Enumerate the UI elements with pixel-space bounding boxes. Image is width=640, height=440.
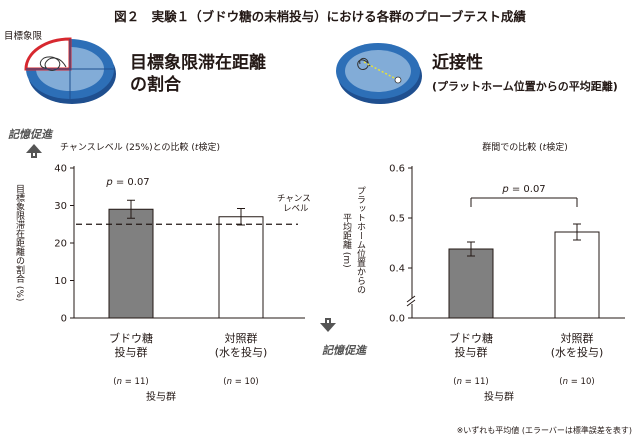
platform-marker xyxy=(394,76,402,84)
y-tick-label: 0.4 xyxy=(389,264,405,275)
right-y-axis-label: プラットホーム位置からの 平均距離 (m) xyxy=(340,165,367,315)
right-memory-label: 記憶促進 xyxy=(322,344,366,357)
right-panel-subtitle: (プラットホーム位置からの平均距離) xyxy=(432,80,618,93)
left-y-axis-label: 目標象限滞在距離の割合 (%) xyxy=(14,184,24,302)
y-tick-label: 0.5 xyxy=(389,214,405,225)
x-category-label: (水を投与) xyxy=(551,345,604,359)
p-value-label: p = 0.07 xyxy=(501,184,545,195)
sample-size-label: (n = 11) xyxy=(453,377,488,387)
pool-inner xyxy=(345,50,411,92)
left-chart: チャンスレベル (25%)との比較 (t検定)010203040ブドウ糖投与群(… xyxy=(54,141,311,403)
y-tick-label: 30 xyxy=(54,201,67,212)
chart-subtitle: チャンスレベル (25%)との比較 (t検定) xyxy=(60,141,220,153)
x-axis-title: 投与群 xyxy=(484,390,514,403)
y-tick-label: 10 xyxy=(54,276,67,287)
right-y-axis-label-line2: 平均距離 (m) xyxy=(341,212,351,268)
x-category-label: 投与群 xyxy=(455,345,488,359)
right-y-axis-label-line1: プラットホーム位置からの xyxy=(355,186,365,294)
distance-line xyxy=(363,61,399,81)
y-tick-label: 0.0 xyxy=(389,314,405,325)
axis-break-gap xyxy=(407,298,417,304)
sample-size-label: (n = 11) xyxy=(113,377,148,387)
left-memory-up-arrow-icon xyxy=(26,144,42,158)
target-quadrant-label: 目標象限 xyxy=(4,31,43,42)
right-panel-title: 近接性 xyxy=(432,53,483,73)
bar xyxy=(108,208,154,319)
pool-target-quadrant-icon xyxy=(24,37,116,104)
y-tick-label: 0 xyxy=(61,314,67,325)
x-axis-title: 投与群 xyxy=(146,390,176,403)
axis-break-mark xyxy=(406,299,416,307)
bar xyxy=(218,216,264,319)
x-category-label: 対照群 xyxy=(225,331,258,345)
left-panel-title-line2: の割合 xyxy=(130,75,181,95)
x-category-label: 投与群 xyxy=(115,345,148,359)
footnote: ※いずれも平均値 (エラーバーは標準誤差を表す) xyxy=(456,426,632,435)
pool-proximity-icon xyxy=(336,43,422,104)
left-memory-label: 記憶促進 xyxy=(8,128,52,141)
chance-level-label: チャンス xyxy=(277,194,311,204)
y-tick-label: 0.6 xyxy=(389,164,405,175)
x-category-label: ブドウ糖 xyxy=(109,331,153,345)
left-panel-title-line1: 目標象限滞在距離 xyxy=(130,53,266,73)
right-memory-down-arrow-icon xyxy=(320,318,336,332)
p-value-label: p = 0.07 xyxy=(105,177,149,188)
bar xyxy=(554,231,600,319)
sample-size-label: (n = 10) xyxy=(559,377,594,387)
bar xyxy=(448,248,494,319)
y-tick-label: 40 xyxy=(54,164,67,175)
axis-break-mark xyxy=(406,295,416,303)
target-quadrant xyxy=(24,37,72,71)
chart-subtitle: 群間での比較 (t検定) xyxy=(482,141,567,153)
sample-size-label: (n = 10) xyxy=(223,377,258,387)
left-panel-title: 目標象限滞在距離 の割合 xyxy=(130,52,266,96)
y-tick-label: 20 xyxy=(54,239,67,250)
x-category-label: (水を投与) xyxy=(215,345,268,359)
swim-path xyxy=(39,56,67,71)
x-category-label: 対照群 xyxy=(561,331,594,345)
chance-level-label: レベル xyxy=(283,204,309,214)
x-category-label: ブドウ糖 xyxy=(449,331,493,345)
figure-title: 図２ 実験１（ブドウ糖の末梢投与）における各群のプローブテスト成績 xyxy=(114,9,526,24)
swim-path xyxy=(357,57,371,70)
